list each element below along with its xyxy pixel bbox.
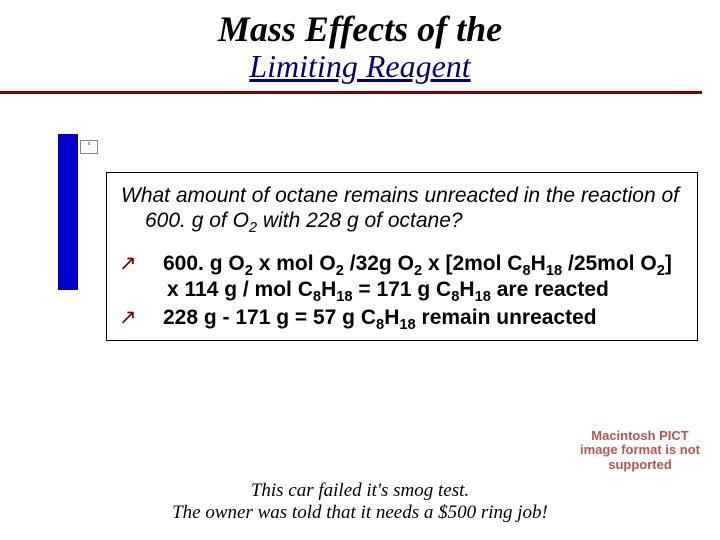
bullet-text: /25mol O — [562, 252, 657, 275]
bullet-text: 600. g O — [163, 252, 245, 275]
caption-line-2: The owner was told that it needs a $500 … — [0, 502, 720, 524]
decorative-blue-bar — [58, 134, 78, 290]
bullet-text: H — [384, 306, 399, 329]
bullet-text: = 171 g C — [353, 278, 452, 301]
content-box: What amount of octane remains unreacted … — [106, 172, 698, 341]
pict-placeholder: Macintosh PICT image format is not suppo… — [580, 429, 700, 472]
subscript: 2 — [657, 264, 665, 280]
bullet-text: remain unreacted — [416, 306, 597, 329]
broken-image-icon: x — [80, 140, 98, 154]
question-line: What amount of octane remains unreacted … — [121, 183, 683, 233]
subscript: 18 — [336, 289, 352, 305]
bullet-text: 228 g - 171 g = 57 g C — [163, 306, 376, 329]
bullet-item: ↗228 g - 171 g = 57 g C8H18 remain unrea… — [121, 305, 683, 331]
bullet-text: /32g O — [344, 252, 414, 275]
subscript: 18 — [399, 317, 415, 333]
bullet-list: ↗600. g O2 x mol O2 /32g O2 x [2mol C8H1… — [121, 251, 683, 330]
question-text: What amount of octane remains unreacted … — [121, 183, 683, 233]
slide-title-block: Mass Effects of the Limiting Reagent — [0, 0, 720, 85]
bullet-text: H — [459, 278, 474, 301]
subscript: 8 — [376, 317, 384, 333]
question-mid: with 228 g of octane? — [257, 209, 462, 232]
caption-line-1: This car failed it's smog test. — [0, 480, 720, 502]
title-subtitle: Limiting Reagent — [0, 48, 720, 85]
bullet-text: x [2mol C — [422, 252, 522, 275]
subscript: 2 — [336, 264, 344, 280]
subscript: 18 — [475, 289, 491, 305]
arrow-icon: ↗ — [143, 251, 163, 277]
title-main: Mass Effects of the — [0, 8, 720, 50]
bullet-text: H — [321, 278, 336, 301]
bullet-text: x mol O — [253, 252, 336, 275]
subscript: 8 — [313, 289, 321, 305]
arrow-icon: ↗ — [143, 305, 163, 331]
question-sub: 2 — [249, 220, 257, 236]
bullet-item: ↗600. g O2 x mol O2 /32g O2 x [2mol C8H1… — [121, 251, 683, 302]
bullet-text: are reacted — [491, 278, 609, 301]
title-underline — [0, 91, 702, 94]
bullet-text: H — [531, 252, 546, 275]
caption-block: This car failed it's smog test. The owne… — [0, 480, 720, 524]
